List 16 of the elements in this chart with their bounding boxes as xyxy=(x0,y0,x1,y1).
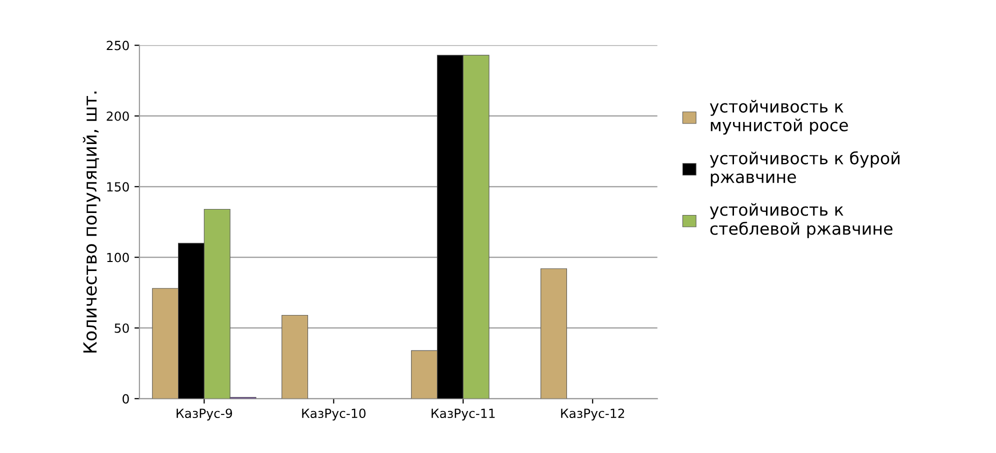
y-tick-label: 200 xyxy=(106,111,129,121)
y-tick-label: 250 xyxy=(106,40,129,50)
y-tick-label: 100 xyxy=(107,252,129,262)
bar xyxy=(540,268,568,399)
y-axis-title: Количество популяций, шт. xyxy=(82,92,100,352)
y-tick-label: 50 xyxy=(114,323,129,333)
y-tick-label: 0 xyxy=(122,394,129,404)
legend-label: устойчивость к бурой ржавчине xyxy=(710,151,900,186)
x-tick-label: КазРус-11 xyxy=(432,408,495,420)
x-tick-label: КазРус-10 xyxy=(302,408,366,420)
x-tick-label: КазРус-12 xyxy=(561,408,624,420)
legend-label: устойчивость к стеблевой ржавчине xyxy=(710,203,892,238)
bar xyxy=(282,314,308,399)
y-tick-label: 150 xyxy=(107,182,129,192)
legend-label: устойчивость к мучнистой росе xyxy=(710,100,848,135)
x-tick-label: КазРус-9 xyxy=(176,408,232,420)
